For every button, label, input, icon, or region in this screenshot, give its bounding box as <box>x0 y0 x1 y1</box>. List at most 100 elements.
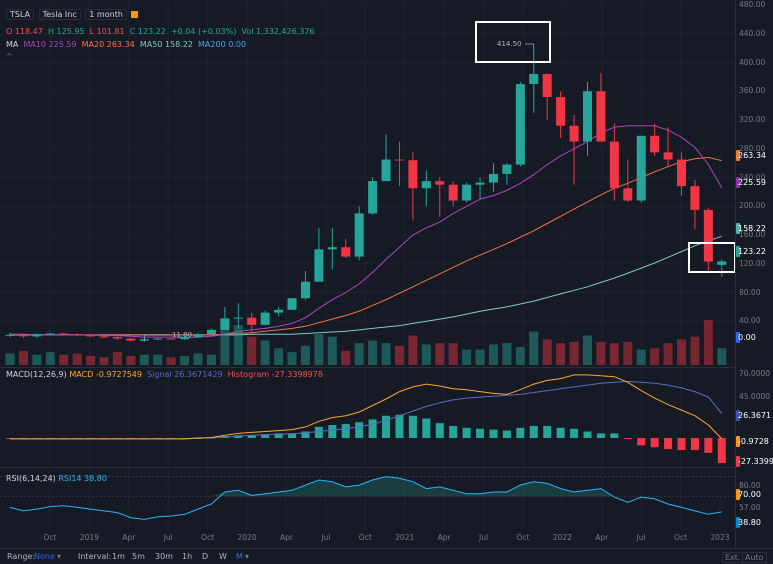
macd-histogram-bar <box>234 435 243 438</box>
volume-bar <box>435 343 445 365</box>
candle-body <box>112 337 122 339</box>
interval-w[interactable]: W <box>219 552 227 561</box>
candle-body <box>663 152 673 160</box>
volume-bar <box>717 348 727 365</box>
interval-chevron-icon[interactable]: ▾ <box>245 552 250 561</box>
time-tick: Oct <box>201 533 215 542</box>
interval-d[interactable]: D <box>202 552 209 561</box>
pane-divider-rsi[interactable] <box>0 467 735 468</box>
macd-histogram-bar <box>664 438 673 450</box>
candle-body <box>381 159 391 182</box>
pane-divider-macd[interactable] <box>0 367 735 368</box>
interval-5m[interactable]: 5m <box>132 552 145 561</box>
macd-histogram-bar <box>194 438 203 439</box>
volume-bar <box>72 353 82 365</box>
symbol-chip[interactable]: TSLA <box>6 9 35 20</box>
candle-body <box>582 91 592 142</box>
macd-histogram-bar <box>274 433 283 438</box>
volume-bar <box>233 325 243 365</box>
price-tick: 160.00 <box>739 230 766 239</box>
macd-tick-70: 70.0000 <box>739 369 771 378</box>
signal-pill: 26.3671 <box>736 410 772 421</box>
ma20-price-pill: 263.34 <box>736 150 766 161</box>
ma50-price-pill: 158.22 <box>736 223 766 234</box>
interval-1m[interactable]: 1m <box>112 552 125 561</box>
candle-body <box>5 334 15 336</box>
macd-histogram-bar <box>395 414 404 438</box>
interval-chip[interactable]: 1 month <box>85 9 127 20</box>
macd-tick-45: 45.0000 <box>739 392 771 401</box>
open-label: O <box>6 27 13 36</box>
signal-line <box>10 380 723 440</box>
time-tick: 2023 <box>710 533 730 542</box>
macd-histogram-bar <box>650 438 659 448</box>
volume-bar <box>596 341 606 365</box>
rsi-overbought-pill: 70.00 <box>736 489 761 500</box>
candle-body <box>421 181 431 189</box>
interval-1h[interactable]: 1h <box>182 552 193 561</box>
time-tick: Jul <box>163 533 173 542</box>
interval-m[interactable]: M <box>236 552 243 561</box>
ohlc-legend: O 118.47 H 125.95 L 101.81 C 123.22 +0.0… <box>6 27 315 36</box>
macd-pill: -0.9728 <box>736 436 769 447</box>
macd-indicator-name[interactable]: MACD(12,26,9) <box>6 370 67 379</box>
candle-body <box>153 338 163 340</box>
low-label: L <box>89 27 95 36</box>
macd-histogram-bar <box>556 427 565 438</box>
candle-body <box>32 334 42 337</box>
price-tick: 360.00 <box>739 86 766 96</box>
volume-bar <box>623 341 633 365</box>
interval-label: Interval: <box>78 552 112 561</box>
macd-histogram-bar <box>341 424 350 438</box>
price-tick: 80.00 <box>739 287 761 297</box>
range-chevron-icon[interactable]: ▾ <box>57 552 62 561</box>
macd-histogram-bar <box>476 428 485 438</box>
volume-bar <box>677 339 686 365</box>
volume-bar <box>542 339 552 365</box>
candle-body <box>435 181 445 185</box>
rsi-overbought-fill <box>10 476 722 497</box>
macd-histogram-bar <box>355 422 364 438</box>
candle-body <box>650 135 660 153</box>
highlight-box-peak <box>475 21 551 63</box>
candle-body <box>354 213 364 257</box>
candle-body <box>448 184 458 201</box>
volume-bar <box>408 335 418 365</box>
collapse-legend-icon[interactable]: ^ <box>6 52 13 61</box>
range-select[interactable]: None <box>34 552 55 561</box>
candle-body <box>475 182 485 185</box>
macd-legend: MACD(12,26,9) MACD -0.9727549 Signal 26.… <box>6 370 323 379</box>
volume-bar <box>32 354 42 365</box>
volume-bar <box>166 357 176 365</box>
auto-scale-button[interactable]: Auto <box>742 552 767 563</box>
price-tick: 40.00 <box>739 316 761 326</box>
macd-histogram-bar <box>261 434 270 438</box>
volume-bar <box>569 341 579 365</box>
ma20-line <box>10 156 722 336</box>
candle-body <box>166 338 176 340</box>
volume-bar <box>529 331 539 365</box>
candle-body <box>287 298 297 310</box>
open-value: 118.47 <box>14 27 43 36</box>
rsi-pill: 38.80 <box>736 517 761 528</box>
ext-hours-button[interactable]: Ext. <box>722 552 744 563</box>
range-label: Range: <box>7 552 36 561</box>
candle-body <box>233 317 243 319</box>
macd-histogram-bar <box>368 419 377 438</box>
interval-30m[interactable]: 30m <box>155 552 173 561</box>
candle-body <box>18 334 28 337</box>
volume-bar <box>99 357 109 365</box>
volume-bar <box>582 335 592 365</box>
volume-bar <box>703 320 713 365</box>
volume-bar <box>394 345 404 365</box>
volume-bar <box>556 343 566 365</box>
rsi-indicator-name[interactable]: RSI(6,14,24) <box>6 474 56 483</box>
macd-line <box>10 374 723 440</box>
company-name: Tesla Inc <box>38 9 81 20</box>
candle-body <box>677 159 686 187</box>
volume-label: Vol <box>241 27 254 36</box>
time-tick: Apr <box>122 533 136 542</box>
candle-body <box>180 337 190 340</box>
